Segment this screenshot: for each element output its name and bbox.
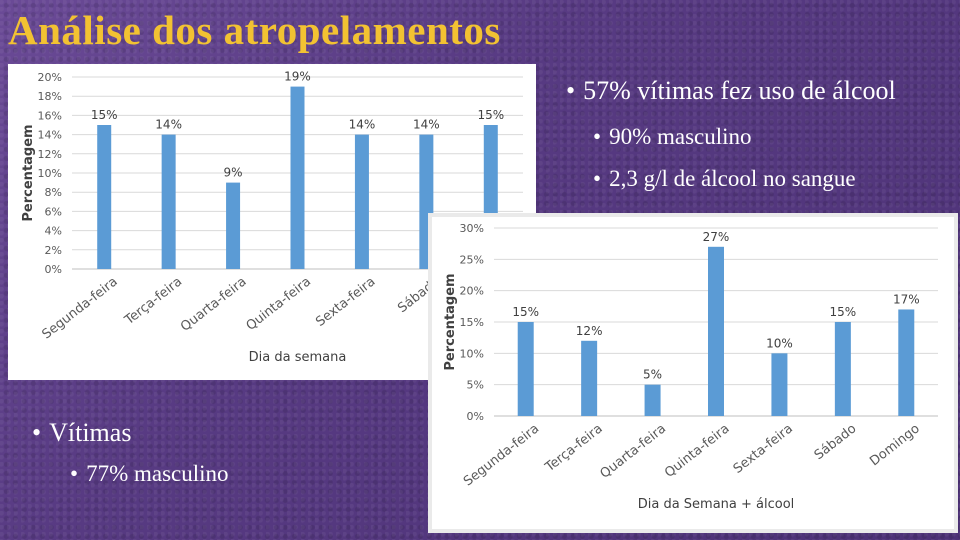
bullet-dot: • (32, 418, 42, 447)
y-tick-label: 10% (38, 167, 62, 180)
bar (290, 86, 305, 269)
bar (354, 134, 369, 269)
y-tick-label: 20% (38, 71, 62, 84)
bullet-alcohol: • 57% vítimas fez uso de álcool (566, 76, 896, 106)
y-axis-label: Percentagem (443, 273, 458, 370)
bar (97, 125, 112, 269)
y-tick-label: 5% (467, 379, 484, 392)
y-tick-label: 8% (45, 186, 62, 199)
y-tick-label: 30% (460, 222, 484, 235)
x-tick-label: Quarta-feira (598, 421, 670, 481)
y-tick-label: 25% (460, 253, 484, 266)
x-tick-label: Sábado (812, 421, 860, 463)
bullet-alcohol-text: 57% vítimas fez uso de álcool (583, 76, 896, 105)
x-tick-label: Sexta-feira (731, 421, 796, 477)
bullet-dot: • (566, 76, 576, 105)
x-tick-label: Segunda-feira (461, 421, 542, 489)
bullet-male-victims-text: 77% masculino (86, 461, 229, 486)
y-tick-label: 0% (467, 410, 484, 423)
data-label: 19% (284, 70, 311, 84)
bullet-blood-alcohol: • 2,3 g/l de álcool no sangue (593, 166, 856, 192)
bullet-victims: • Vítimas (32, 418, 131, 448)
data-label: 17% (893, 292, 920, 306)
bar (517, 322, 534, 416)
data-label: 15% (91, 108, 118, 122)
y-tick-label: 0% (45, 263, 62, 276)
bullet-dot: • (593, 166, 602, 191)
bar (834, 322, 851, 416)
x-tick-label: Quarta-feira (178, 274, 250, 334)
bar-chart-weekday: 0% 2% 4% 6% 8% 10% 12% 14% 16% 18% 20% 15% Segunda-f… (21, 70, 523, 365)
data-label: 15% (512, 305, 539, 319)
bar (581, 340, 598, 416)
y-tick-label: 20% (460, 285, 484, 298)
bullet-dot: • (70, 461, 79, 486)
bar (898, 309, 915, 416)
bullet-victims-text: Vítimas (49, 418, 132, 447)
y-tick-label: 14% (38, 129, 62, 142)
data-label: 14% (155, 118, 182, 132)
y-tick-label: 18% (38, 90, 62, 103)
data-label: 10% (766, 336, 793, 350)
bar (226, 182, 241, 269)
bar (708, 246, 724, 416)
bullet-blood-alcohol-text: 2,3 g/l de álcool no sangue (609, 166, 856, 191)
data-label: 9% (224, 166, 243, 180)
data-label: 14% (413, 118, 440, 132)
x-tick-label: Quinta-feira (662, 421, 732, 481)
bullet-male-alcohol-text: 90% masculino (609, 124, 752, 149)
x-tick-label: Sexta-feira (313, 274, 378, 330)
data-label: 5% (643, 368, 662, 382)
bar (644, 384, 661, 416)
x-axis-label: Dia da semana (249, 350, 347, 365)
bar (771, 353, 788, 416)
x-tick-label: Quinta-feira (244, 274, 314, 334)
x-tick-label: Terça-feira (542, 421, 606, 475)
bar-chart-weekday-alcohol: 0% 5% 10% 15% 20% 25% 30% 15% Segunda-feira 12% Te… (443, 222, 938, 512)
data-label: 14% (349, 118, 376, 132)
y-axis-label: Percentagem (21, 124, 36, 221)
x-tick-label: Segunda-feira (39, 274, 120, 342)
data-label: 27% (703, 230, 730, 244)
x-tick-label: Terça-feira (121, 274, 185, 328)
y-tick-label: 12% (38, 148, 62, 161)
y-tick-label: 16% (38, 109, 62, 122)
y-tick-label: 15% (460, 316, 484, 329)
data-label: 15% (830, 305, 857, 319)
data-label: 12% (576, 324, 603, 338)
x-tick-label: Domingo (867, 421, 923, 469)
bullet-dot: • (593, 124, 602, 149)
data-label: 15% (477, 108, 504, 122)
y-tick-label: 10% (460, 347, 484, 360)
page-title: Análise dos atropelamentos (8, 7, 501, 53)
x-axis-label: Dia da Semana + álcool (638, 497, 795, 512)
bullet-male-alcohol: • 90% masculino (593, 124, 752, 150)
chart-panel-weekday-alcohol: 0% 5% 10% 15% 20% 25% 30% 15% Segunda-feira 12% Te… (428, 213, 958, 533)
bar (161, 134, 176, 269)
y-tick-label: 6% (45, 205, 62, 218)
y-tick-label: 4% (45, 225, 62, 238)
bullet-male-victims: • 77% masculino (70, 461, 229, 487)
y-tick-label: 2% (45, 244, 62, 257)
